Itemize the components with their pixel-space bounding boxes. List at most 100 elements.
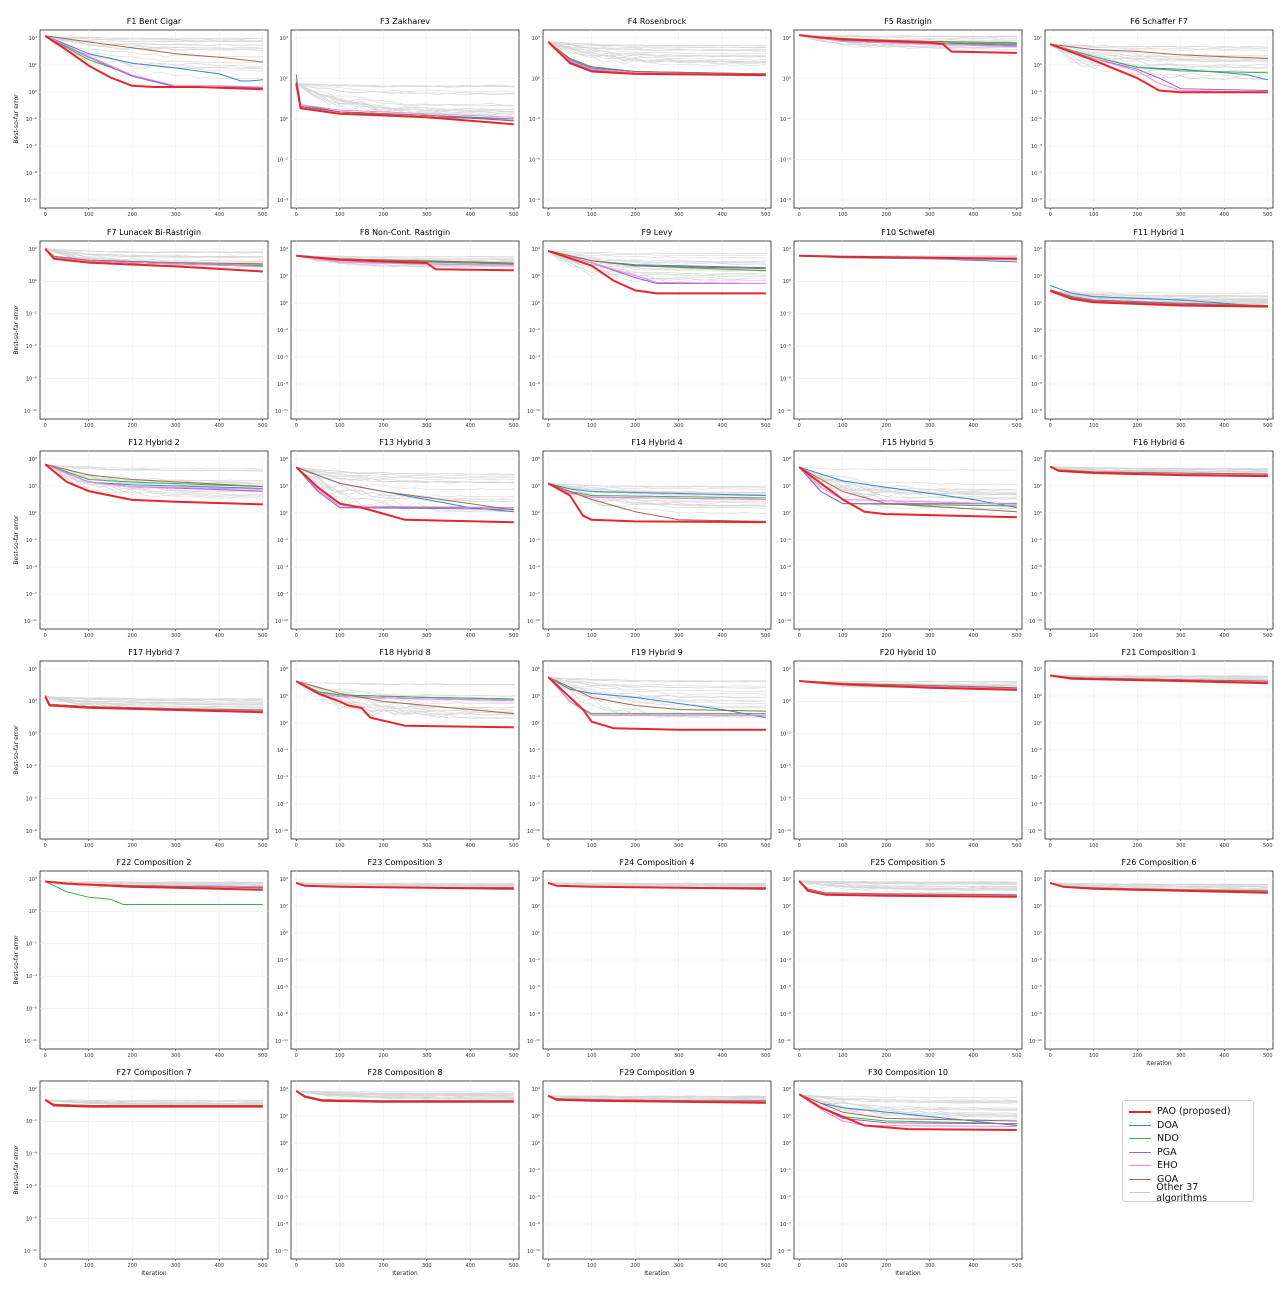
other-algorithm-line xyxy=(799,34,1017,38)
x-tick-label: 0 xyxy=(1049,423,1052,429)
other-algorithm-line xyxy=(296,83,514,111)
other-algorithm-line xyxy=(548,42,766,57)
x-tick-label: 100 xyxy=(587,843,597,849)
x-tick-label: 100 xyxy=(1089,633,1099,639)
x-tick-label: 100 xyxy=(587,1053,597,1059)
x-tick-label: 200 xyxy=(881,633,891,639)
other-algorithm-line xyxy=(45,695,263,708)
y-tick-label: 10⁻⁶ xyxy=(26,1184,37,1190)
subplot-title: F27 Composition 7 xyxy=(117,1068,192,1077)
x-tick-label: 300 xyxy=(171,633,181,639)
other-algorithm-line xyxy=(45,881,263,883)
y-tick-label: 10² xyxy=(1034,904,1042,910)
x-tick-label: 200 xyxy=(881,423,891,429)
subplot-title: F3 Zakharev xyxy=(380,17,430,26)
y-tick-label: 10⁻⁵ xyxy=(277,355,288,361)
x-tick-label: 0 xyxy=(547,843,550,849)
x-tick-label: 300 xyxy=(171,423,181,429)
y-tick-label: 10⁴ xyxy=(29,877,37,883)
other-algorithm-line xyxy=(45,35,263,49)
other-algorithm-line xyxy=(296,882,514,885)
subplot-25: 10⁴ 10² 10⁰ 10⁻² 10⁻⁵ 10⁻⁸ 10⁻¹¹ 0 100 200 300 400 5… xyxy=(1029,858,1274,1067)
other-algorithm-line xyxy=(799,1093,1017,1110)
x-tick-label: 300 xyxy=(674,1053,684,1059)
subplot-title: F25 Composition 5 xyxy=(871,858,946,867)
y-tick-label: 10⁵ xyxy=(532,694,540,700)
other-algorithm-line xyxy=(45,464,263,496)
other-algorithm-line xyxy=(1050,43,1268,59)
x-tick-label: 100 xyxy=(84,1263,94,1269)
other-algorithm-line xyxy=(548,482,766,503)
series-group xyxy=(547,676,766,731)
x-tick-label: 300 xyxy=(925,1263,935,1269)
other-algorithm-line xyxy=(45,35,263,40)
x-tick-label: 0 xyxy=(44,1263,47,1269)
y-tick-label: 10⁰ xyxy=(532,301,540,307)
x-tick-label: 0 xyxy=(295,212,298,218)
x-tick-label: 200 xyxy=(630,423,640,429)
other-algorithm-line xyxy=(1050,43,1268,81)
other-algorithm-line xyxy=(45,696,263,701)
series-group xyxy=(295,74,514,126)
other-algorithm-line xyxy=(548,41,766,64)
legend-swatch xyxy=(1129,1138,1151,1140)
other-algorithm-line xyxy=(548,250,766,282)
y-tick-label: 10⁻² xyxy=(529,1168,540,1174)
series-group xyxy=(44,695,263,714)
y-tick-label: 10⁻² xyxy=(780,958,791,964)
y-tick-label: 10⁻¹¹ xyxy=(1029,829,1042,835)
other-algorithm-line xyxy=(799,467,1017,491)
x-tick-label: 400 xyxy=(717,212,727,218)
y-tick-label: 10⁻⁷ xyxy=(529,802,540,808)
y-tick-label: 10⁻⁴ xyxy=(529,355,540,361)
x-tick-label: 200 xyxy=(630,633,640,639)
x-tick-label: 0 xyxy=(798,423,801,429)
y-tick-label: 10⁻¹¹ xyxy=(527,409,540,415)
x-tick-label: 200 xyxy=(630,1053,640,1059)
y-tick-label: 10⁻² xyxy=(780,312,791,318)
series-group xyxy=(295,1090,514,1103)
other-algorithm-line xyxy=(799,466,1017,496)
y-tick-label: 10⁻⁵ xyxy=(277,1195,288,1201)
x-tick-label: 200 xyxy=(881,212,891,218)
y-tick-label: 10⁰ xyxy=(280,117,288,123)
y-axis-label: Best-so-far error xyxy=(13,305,20,355)
x-tick-label: 100 xyxy=(838,423,848,429)
x-tick-label: 500 xyxy=(258,633,268,639)
x-tick-label: 400 xyxy=(717,843,727,849)
x-tick-label: 0 xyxy=(44,633,47,639)
y-tick-label: 10⁻¹⁰ xyxy=(527,619,540,625)
subplot-title: F16 Hybrid 6 xyxy=(1133,438,1184,447)
y-tick-label: 10² xyxy=(532,904,540,910)
other-algorithm-line xyxy=(548,882,766,887)
y-tick-label: 10⁻¹⁰ xyxy=(275,829,288,835)
other-algorithm-line xyxy=(296,255,514,260)
x-tick-label: 500 xyxy=(761,1053,771,1059)
series-group xyxy=(1049,43,1268,94)
y-tick-label: 10⁻² xyxy=(277,328,288,334)
series-line-goa xyxy=(799,1093,1017,1122)
x-tick-label: 200 xyxy=(1132,843,1142,849)
x-tick-label: 500 xyxy=(1012,843,1022,849)
y-tick-label: 10⁰ xyxy=(1034,721,1042,727)
y-tick-label: 10² xyxy=(29,247,37,253)
series-line-goa xyxy=(1050,289,1268,306)
other-algorithm-line xyxy=(1050,466,1268,473)
y-tick-label: 10² xyxy=(532,1114,540,1120)
series-line-pao xyxy=(45,880,263,891)
y-tick-label: 10⁰ xyxy=(783,931,791,937)
other-algorithm-line xyxy=(548,676,766,709)
y-tick-label: 10⁶ xyxy=(1034,247,1042,253)
other-algorithm-line xyxy=(799,1093,1017,1116)
series-line-pao xyxy=(1049,881,1268,894)
other-algorithm-line xyxy=(799,466,1017,495)
subplot-title: F9 Levy xyxy=(642,228,673,237)
x-tick-label: 0 xyxy=(798,1263,801,1269)
subplot-29: 10⁸ 10⁵ 10² 10⁻¹ 10⁻⁴ 10⁻⁷ 10⁻¹⁰ 0 100 200 300 400 5… xyxy=(778,1068,1023,1277)
series-group xyxy=(44,463,263,506)
x-tick-label: 100 xyxy=(335,1263,345,1269)
other-algorithm-line xyxy=(799,34,1017,50)
legend-swatch xyxy=(1129,1165,1151,1167)
plot-area xyxy=(39,870,269,1050)
y-tick-label: 10⁻⁸ xyxy=(26,829,37,835)
